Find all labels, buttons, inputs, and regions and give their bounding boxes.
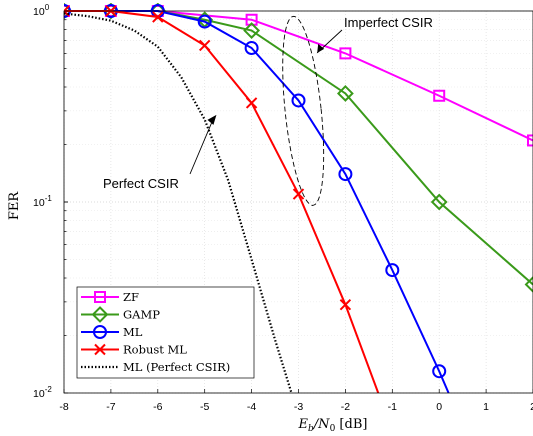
x-axis-label-e: E — [298, 417, 309, 432]
circle-marker — [197, 14, 212, 29]
perfect-csir-arrow — [189, 120, 213, 175]
legend-entry-zf: ZF — [81, 290, 139, 304]
x-axis-label-sub-b: b — [308, 424, 314, 434]
x-axis-label-mid: /N — [312, 417, 330, 432]
x-tick-label: -8 — [59, 401, 68, 413]
x-tick-label: -7 — [106, 401, 115, 413]
diamond-marker — [524, 276, 533, 293]
x-tick-labels: -8 -7 -6 -5 -4 -3 -2 -1 0 1 2 — [59, 401, 533, 413]
legend: ZF GAMP ML Robust ML ML (Perfect CSIR) — [76, 286, 255, 379]
ticks — [63, 10, 533, 394]
legend-entry-robust-ml: Robust ML — [81, 343, 187, 357]
circle-marker — [385, 263, 400, 278]
x-tick-label: -4 — [247, 401, 256, 413]
legend-label: GAMP — [123, 308, 160, 322]
y-tick-label: 100 — [33, 3, 50, 18]
legend-label: ML (Perfect CSIR) — [123, 360, 230, 374]
diamond-marker — [336, 85, 354, 102]
imperfect-csir-arrowhead — [317, 43, 325, 53]
legend-entry-gamp: GAMP — [81, 306, 160, 323]
legend-entry-ml-perfect-csir: ML (Perfect CSIR) — [81, 360, 230, 374]
circle-marker — [291, 93, 306, 108]
x-marker — [94, 343, 106, 356]
square-marker — [433, 89, 446, 102]
annotations: Imperfect CSIR Perfect CSIR — [103, 15, 433, 206]
x-marker — [198, 39, 211, 52]
legend-label: ML — [123, 325, 143, 339]
x-axis-label-sub-0: 0 — [330, 424, 336, 434]
x-tick-label: 2 — [530, 401, 533, 413]
series-line-robust-ml — [64, 10, 380, 393]
x-axis-label: Eb/N0 [dB] — [298, 417, 368, 434]
diamond-marker — [243, 22, 261, 39]
perfect-csir-label: Perfect CSIR — [103, 176, 179, 191]
x-tick-label: -1 — [388, 401, 397, 413]
legend-label: Robust ML — [123, 343, 187, 357]
x-marker — [339, 298, 352, 311]
x-tick-label: 1 — [483, 401, 489, 413]
series-robust-ml — [64, 5, 380, 393]
y-tick-label: 10-2 — [33, 385, 52, 400]
x-marker — [245, 97, 258, 109]
x-marker — [64, 5, 70, 17]
y-tick-labels: 100 10-1 10-2 — [33, 3, 52, 400]
square-marker — [527, 134, 533, 147]
circle-marker — [93, 325, 107, 339]
x-tick-label: -3 — [294, 401, 303, 413]
circle-marker — [338, 167, 353, 182]
imperfect-csir-label: Imperfect CSIR — [344, 15, 433, 30]
x-axis-label-unit: [dB] — [335, 417, 367, 432]
circle-marker — [432, 364, 447, 379]
series-ml-perfect-csir — [64, 12, 293, 393]
x-tick-label: -6 — [153, 401, 162, 413]
series-line-ml-perfect-csir — [64, 12, 293, 393]
legend-entry-ml: ML — [81, 325, 143, 339]
x-tick-label: -5 — [200, 401, 209, 413]
legend-label: ZF — [123, 290, 139, 304]
perfect-csir-arrowhead — [207, 114, 217, 125]
y-tick-label: 10-1 — [33, 194, 52, 209]
y-axis-label: FER — [7, 191, 22, 221]
square-marker — [339, 47, 352, 60]
x-tick-label: -2 — [341, 401, 350, 413]
square-marker — [94, 291, 106, 303]
x-marker — [292, 188, 305, 200]
circle-marker — [244, 41, 259, 56]
imperfect-csir-ellipse — [282, 15, 325, 206]
diamond-marker — [430, 193, 448, 211]
diamond-marker — [91, 306, 109, 323]
x-tick-label: 0 — [436, 401, 442, 413]
x-marker — [152, 11, 164, 23]
